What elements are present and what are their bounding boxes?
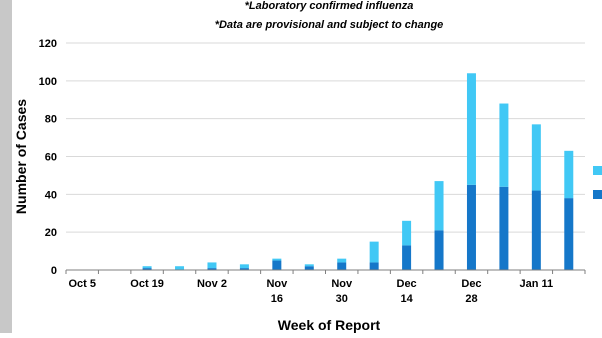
bar-segment: [272, 260, 282, 270]
x-tick-label-line: Jan 11: [520, 278, 554, 290]
x-tick-label-line: Dec: [461, 278, 481, 290]
x-tick-label-line: 30: [336, 293, 348, 305]
x-tick-label-line: 28: [465, 293, 477, 305]
bar-segment: [207, 262, 217, 269]
x-tick-label-line: Oct 5: [68, 278, 96, 290]
x-axis: [65, 269, 586, 274]
x-axis-title: Week of Report: [278, 317, 381, 333]
legend-swatch: [593, 190, 602, 199]
bar-segment: [402, 220, 412, 246]
x-tick-labels: Oct 5 Oct 19 Nov 2 Nov 16 Nov 30 Dec 14 Dec 28 Jan …: [68, 278, 553, 305]
bar-segment: [564, 198, 574, 270]
bar-segment: [304, 266, 314, 270]
chart-title-line: *Data are provisional and subject to cha…: [215, 19, 444, 31]
chart-title: *Laboratory confirmed influenza *Data are…: [215, 0, 444, 31]
x-tick-label-line: 14: [400, 293, 413, 305]
x-tick-label-line: Dec: [397, 278, 417, 290]
x-tick-label: Nov 2: [197, 278, 227, 290]
x-tick-label: Nov 30: [331, 278, 353, 305]
bar-segment: [239, 264, 249, 269]
bar-segment: [272, 258, 282, 261]
x-tick-label: Dec 28: [461, 278, 481, 305]
bar-segment: [531, 124, 541, 191]
bar-segment: [207, 268, 217, 270]
y-axis-title: Number of Cases: [13, 99, 29, 214]
x-tick-label-line: Nov 2: [197, 278, 227, 290]
bar-segment: [499, 103, 509, 187]
bar-segment: [369, 241, 379, 263]
bar-segment: [499, 186, 509, 270]
bar-segment: [466, 73, 476, 185]
y-tick-label: 80: [45, 114, 57, 126]
x-tick-label-line: Oct 19: [130, 278, 164, 290]
y-tick-label: 100: [39, 76, 57, 88]
x-tick-label: Oct 5: [68, 278, 96, 290]
x-tick-label: Nov 16: [266, 278, 288, 305]
x-tick-label: Dec 14: [397, 278, 417, 305]
chart-title-line: *Laboratory confirmed influenza: [245, 0, 414, 12]
bar-segment: [239, 268, 249, 270]
gridlines: [66, 42, 585, 233]
x-tick-label-line: Nov: [266, 278, 288, 290]
bar-segment: [337, 262, 347, 270]
bar-segment: [531, 190, 541, 270]
y-tick-label: 120: [39, 38, 57, 50]
bar-segment: [402, 245, 412, 270]
bar-segment: [564, 150, 574, 199]
legend: [593, 166, 602, 199]
y-tick-label: 40: [45, 189, 57, 201]
bar-segment: [142, 268, 152, 270]
x-tick-label-line: 16: [271, 293, 283, 305]
y-tick-labels: 0 20 40 60 80 100 120: [39, 38, 57, 277]
bar-segment: [175, 266, 185, 270]
legend-swatch: [593, 166, 602, 175]
bar-segment: [142, 266, 152, 269]
bar-segment: [304, 264, 314, 267]
y-tick-label: 0: [51, 265, 57, 277]
x-tick-label-line: Nov: [331, 278, 353, 290]
left-border-strip: [0, 0, 12, 333]
bars: [142, 73, 574, 270]
bar-segment: [434, 181, 444, 231]
bar-segment: [434, 230, 444, 270]
bar-segment: [369, 262, 379, 270]
x-tick-label: Jan 11: [520, 278, 554, 290]
bar-segment: [466, 184, 476, 270]
bar-segment: [337, 258, 347, 263]
x-tick-label: Oct 19: [130, 278, 164, 290]
y-tick-label: 20: [45, 227, 57, 239]
y-tick-label: 60: [45, 152, 57, 164]
